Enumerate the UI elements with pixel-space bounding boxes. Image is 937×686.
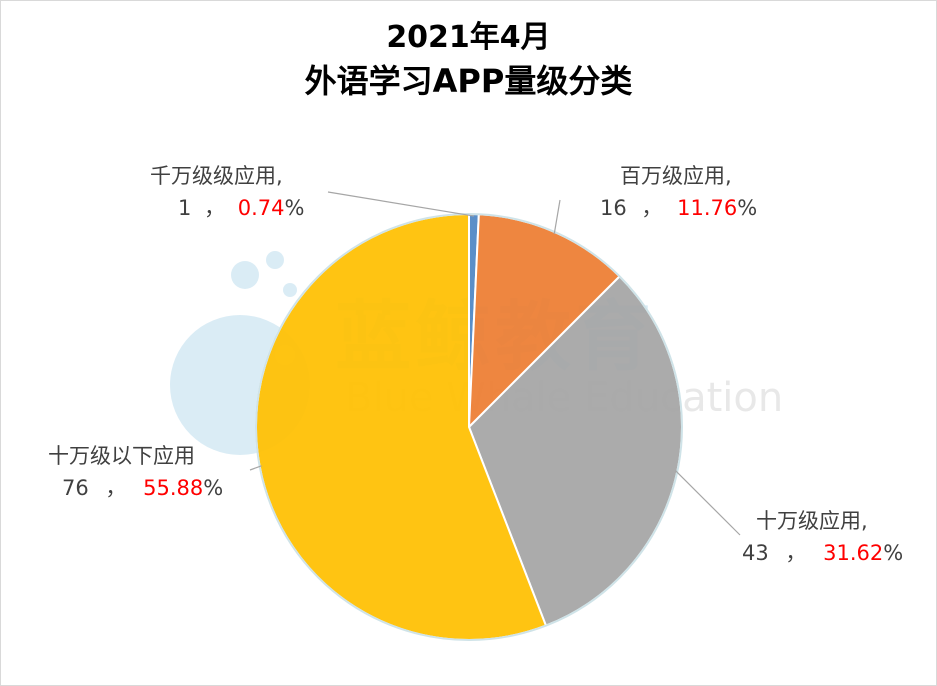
percent-sign: %: [737, 196, 758, 220]
slice-label-percent: 55.88: [143, 476, 204, 500]
chart-title-block: 2021年4月 外语学习APP量级分类: [0, 18, 937, 104]
percent-sign: %: [203, 476, 224, 500]
slice-label-name: 千万级级应用,: [150, 164, 283, 188]
slice-label-percent: 31.62: [823, 541, 884, 565]
slice-label-value: 76: [62, 476, 89, 500]
leader-line: [249, 465, 262, 471]
slice-label-value: 43: [742, 541, 769, 565]
slice-label-baiwan: 百万级应用, 16 ， 11.76%: [600, 160, 757, 224]
slice-label-percent: 11.76: [677, 196, 738, 220]
slice-label-sep: ，: [105, 476, 127, 500]
slice-label-name: 百万级应用,: [620, 164, 732, 188]
chart-subtitle: 外语学习APP量级分类: [304, 62, 633, 100]
slice-label-percent: 0.74: [237, 196, 285, 220]
percent-sign: %: [284, 196, 305, 220]
slice-label-value: 1: [178, 196, 192, 220]
slice-label-value: 16: [600, 196, 627, 220]
slice-label-sep: ，: [641, 196, 663, 220]
chart-title: 2021年4月: [386, 20, 551, 55]
pie-outline: [255, 213, 683, 641]
slice-label-shiwan: 十万级应用, 43 ， 31.62%: [742, 505, 903, 569]
percent-sign: %: [883, 541, 904, 565]
leader-line: [327, 191, 474, 217]
leader-line: [675, 470, 741, 536]
slice-label-shiwan-yixia: 十万级以下应用 76 ， 55.88%: [48, 440, 223, 504]
slice-label-qianwan: 千万级级应用, 1 ， 0.74%: [150, 160, 304, 224]
slice-label-sep: ，: [785, 541, 807, 565]
slice-label-sep: ，: [204, 196, 226, 220]
slice-label-name: 十万级应用,: [756, 509, 868, 533]
slice-label-name: 十万级以下应用: [48, 444, 195, 468]
leader-line: [553, 199, 561, 235]
